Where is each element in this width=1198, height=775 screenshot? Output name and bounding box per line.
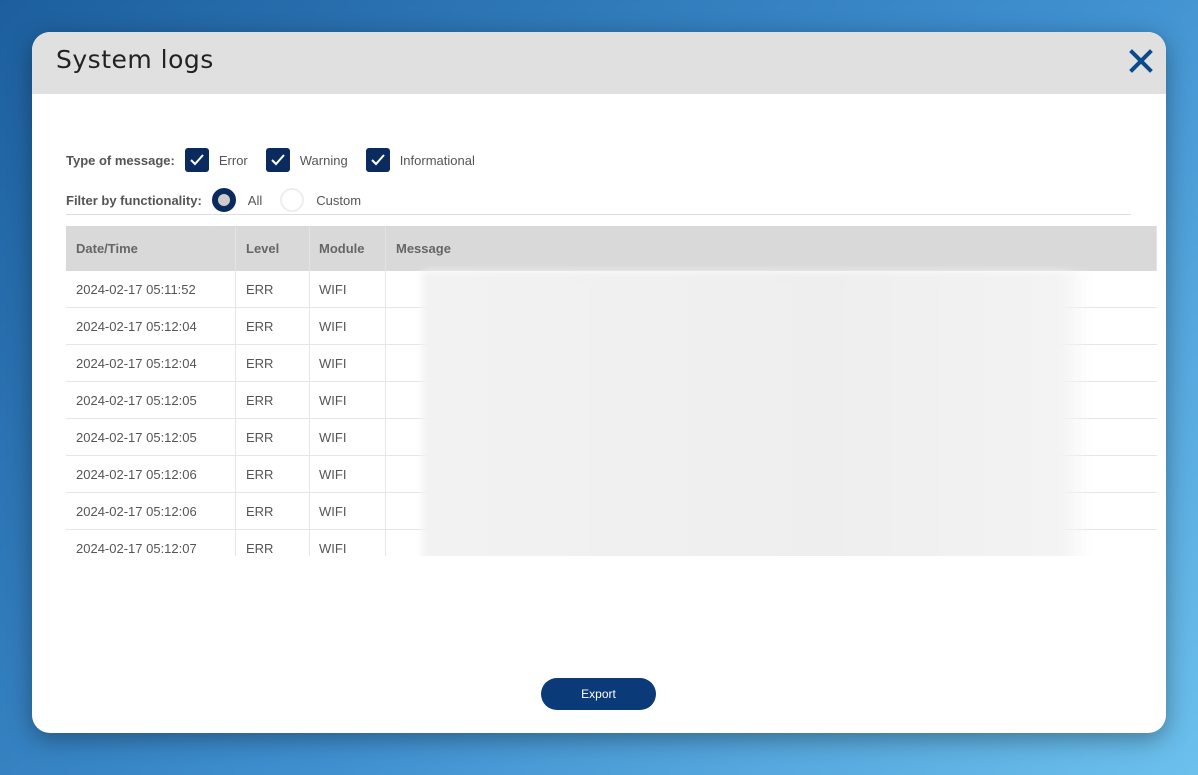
message-type-label: Type of message: [66, 152, 175, 168]
dialog-header: System logs [32, 32, 1166, 94]
column-header-level[interactable]: Level [236, 226, 310, 271]
cell-datetime: 2024-02-17 05:12:06 [66, 456, 236, 492]
column-header-module[interactable]: Module [310, 226, 386, 271]
check-icon [190, 154, 204, 166]
cell-module: WIFI [310, 419, 386, 455]
cell-level: ERR [236, 308, 310, 344]
export-button[interactable]: Export [541, 678, 656, 710]
cell-datetime: 2024-02-17 05:12:05 [66, 382, 236, 418]
system-logs-dialog: System logs Type of message: Error Warni… [32, 32, 1166, 733]
cell-datetime: 2024-02-17 05:11:52 [66, 271, 236, 307]
cell-datetime: 2024-02-17 05:12:04 [66, 308, 236, 344]
cell-datetime: 2024-02-17 05:12:07 [66, 530, 236, 556]
cell-module: WIFI [310, 530, 386, 556]
cell-module: WIFI [310, 308, 386, 344]
error-label: Error [218, 152, 248, 168]
divider [66, 214, 1131, 215]
informational-label: Informational [399, 152, 475, 168]
close-icon[interactable] [1128, 48, 1154, 74]
cell-datetime: 2024-02-17 05:12:05 [66, 419, 236, 455]
cell-level: ERR [236, 493, 310, 529]
filters: Type of message: Error Warning Informati… [66, 140, 493, 220]
cell-level: ERR [236, 271, 310, 307]
column-header-datetime[interactable]: Date/Time [66, 226, 236, 271]
redacted-messages [422, 271, 1092, 556]
error-checkbox[interactable] [184, 148, 209, 172]
cell-level: ERR [236, 419, 310, 455]
message-type-filter: Type of message: Error Warning Informati… [66, 140, 493, 180]
cell-module: WIFI [310, 456, 386, 492]
cell-datetime: 2024-02-17 05:12:06 [66, 493, 236, 529]
cell-level: ERR [236, 456, 310, 492]
all-label: All [247, 192, 263, 208]
informational-checkbox[interactable] [365, 148, 390, 172]
dialog-title: System logs [56, 45, 214, 74]
cell-level: ERR [236, 382, 310, 418]
logs-table[interactable]: Date/Time Level Module Message 2024-02-1… [66, 226, 1157, 556]
functionality-filter: Filter by functionality: All Custom [66, 180, 493, 220]
column-header-message[interactable]: Message [386, 226, 1157, 271]
check-icon [271, 154, 285, 166]
table-row[interactable]: 2024-02-17 05:12:07 ERR WIFI [66, 530, 1157, 556]
check-icon [370, 154, 385, 166]
cell-module: WIFI [310, 345, 386, 381]
custom-radio[interactable] [280, 188, 305, 212]
functionality-label: Filter by functionality: [66, 192, 202, 208]
custom-label: Custom [316, 192, 362, 208]
warning-label: Warning [299, 152, 348, 168]
cell-level: ERR [236, 345, 310, 381]
cell-module: WIFI [310, 493, 386, 529]
cell-module: WIFI [310, 382, 386, 418]
table-body: 2024-02-17 05:11:52 ERR WIFI 2024-02-17 05:… [66, 271, 1157, 556]
cell-datetime: 2024-02-17 05:12:04 [66, 345, 236, 381]
table-header: Date/Time Level Module Message [66, 226, 1157, 271]
cell-module: WIFI [310, 271, 386, 307]
cell-level: ERR [236, 530, 310, 556]
all-radio[interactable] [211, 188, 236, 212]
warning-checkbox[interactable] [265, 148, 290, 172]
